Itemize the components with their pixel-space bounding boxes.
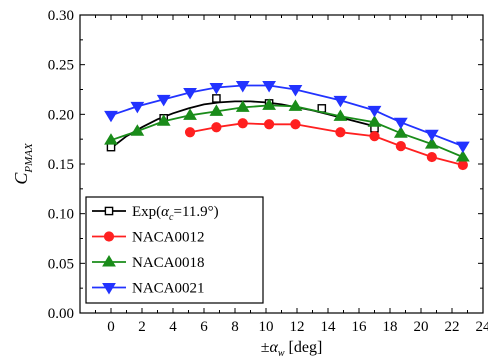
x-axis-title: ±αw [deg]: [261, 339, 323, 359]
data-point: [209, 104, 224, 116]
x-tick-label: 16: [352, 319, 368, 335]
data-point: [211, 122, 222, 133]
legend-entry-2: NACA0012: [92, 230, 205, 246]
x-tick-label: 24: [476, 319, 488, 335]
data-point: [262, 98, 276, 110]
y-tick-label: 0.25: [48, 58, 74, 74]
y-tick-label: 0.00: [48, 306, 74, 322]
legend-entry-1: Exp(αc=11.9°): [92, 204, 219, 223]
data-point: [183, 87, 197, 100]
y-tick-label: 0.20: [48, 107, 74, 123]
data-point: [209, 83, 224, 95]
plot-area: [104, 81, 470, 171]
data-point: [369, 131, 380, 142]
x-tick-label: 14: [321, 319, 337, 335]
series-4: [104, 81, 470, 154]
data-point: [235, 81, 250, 93]
x-tick-label: 22: [445, 319, 460, 335]
legend-label: NACA0018: [132, 255, 205, 271]
data-point: [130, 124, 145, 136]
data-point: [457, 159, 468, 171]
legend-swatch-marker: [102, 283, 116, 295]
x-tick-label: 4: [169, 319, 177, 335]
data-point: [288, 85, 303, 97]
axes: 0 2 4 6 8 10 12 14 16 18 20 22 240.000.050.100.150.2…: [11, 8, 488, 359]
y-axis-title: CPMAX: [11, 142, 35, 185]
legend: Exp(αc=11.9°) NACA0012 NACA0018 NACA0021: [85, 196, 264, 304]
data-point: [288, 99, 303, 111]
legend-swatch-marker: [102, 255, 116, 267]
x-tick-label: 6: [200, 319, 208, 335]
legend-label: Exp(αc=11.9°): [132, 204, 219, 223]
x-tick-label: 2: [138, 319, 146, 335]
data-point: [455, 141, 470, 154]
series-2: [184, 118, 468, 171]
data-point: [290, 119, 301, 130]
series-3: [104, 98, 470, 162]
data-point: [455, 150, 470, 162]
data-point: [130, 101, 145, 114]
y-tick-label: 0.10: [48, 207, 74, 223]
legend-box: [85, 196, 264, 304]
data-point: [262, 81, 276, 93]
legend-swatch-marker: [103, 231, 115, 242]
data-point: [335, 127, 346, 138]
data-point: [333, 95, 348, 108]
data-point: [393, 117, 408, 130]
data-point: [393, 126, 408, 138]
data-point: [183, 108, 197, 120]
data-point: [104, 110, 118, 123]
x-tick-label: 20: [414, 319, 429, 335]
x-tick-label: 10: [259, 319, 274, 335]
y-tick-label: 0.05: [48, 256, 74, 272]
data-point: [426, 151, 437, 163]
data-point: [156, 94, 171, 107]
data-point: [184, 127, 196, 138]
data-point: [156, 114, 171, 126]
data-point: [235, 100, 250, 112]
legend-entry-3: NACA0018: [92, 255, 205, 271]
series-line: [189, 122, 464, 166]
data-point: [424, 137, 439, 149]
data-point: [264, 119, 275, 130]
legend-label: NACA0012: [132, 230, 205, 246]
data-point: [367, 105, 382, 118]
data-point: [104, 133, 118, 145]
y-tick-label: 0.15: [48, 157, 74, 173]
data-point: [333, 109, 348, 121]
legend-swatch-marker: [104, 206, 114, 216]
data-point: [237, 118, 248, 129]
y-tick-label: 0.30: [48, 8, 74, 24]
data-point: [367, 115, 382, 127]
data-point: [395, 141, 406, 152]
x-tick-label: 8: [231, 319, 239, 335]
legend-label: NACA0021: [132, 281, 205, 297]
x-tick-label: 0: [107, 319, 115, 335]
legend-entry-4: NACA0021: [92, 281, 205, 297]
data-point: [212, 94, 221, 103]
x-tick-label: 12: [290, 319, 305, 335]
data-point: [424, 129, 439, 142]
x-tick-label: 18: [383, 319, 398, 335]
